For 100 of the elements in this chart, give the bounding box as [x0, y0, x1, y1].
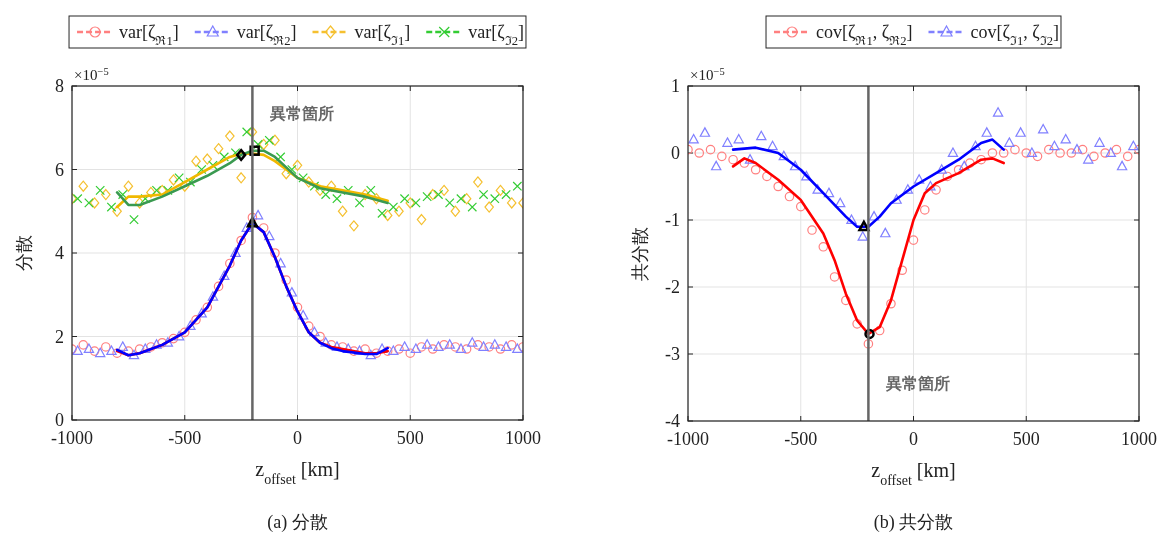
point	[94, 347, 106, 358]
point	[1010, 144, 1020, 155]
point	[750, 164, 761, 175]
point	[235, 148, 247, 161]
point	[101, 342, 111, 352]
point	[467, 337, 478, 347]
point	[450, 205, 461, 217]
y-axis-title: 共分散	[630, 226, 650, 281]
point	[744, 154, 756, 164]
point	[72, 345, 83, 356]
point	[394, 344, 404, 354]
point	[168, 333, 179, 344]
point	[506, 340, 517, 350]
x-tick-label: 1000	[1121, 429, 1157, 449]
point	[174, 173, 184, 183]
x-tick-label: 0	[293, 428, 302, 448]
point	[422, 191, 432, 202]
point	[388, 202, 399, 212]
point	[886, 298, 896, 309]
point	[936, 164, 947, 174]
point	[173, 330, 185, 341]
point	[1049, 140, 1060, 151]
point	[264, 135, 275, 146]
point	[247, 126, 258, 138]
point	[241, 127, 252, 137]
point	[717, 151, 727, 162]
point	[834, 197, 846, 208]
point	[1021, 148, 1032, 158]
point	[252, 209, 264, 220]
point	[874, 325, 885, 336]
x-tick-label: -1000	[51, 428, 93, 448]
point	[756, 130, 767, 141]
point	[101, 188, 111, 201]
point	[456, 193, 466, 204]
point	[309, 326, 320, 337]
point	[478, 341, 489, 351]
point	[123, 180, 134, 192]
point	[388, 345, 399, 356]
point	[236, 235, 246, 246]
y-tick-label: 8	[55, 76, 64, 96]
point	[439, 184, 449, 197]
point	[953, 164, 964, 175]
point	[473, 176, 483, 188]
legend-label: var[ζ$_{ℑ1}$]	[354, 22, 411, 48]
point	[303, 321, 314, 331]
point	[1077, 144, 1088, 155]
point	[264, 230, 275, 241]
point	[1044, 144, 1054, 155]
point	[1128, 140, 1139, 151]
point	[931, 185, 941, 195]
point	[1066, 148, 1077, 158]
point	[84, 198, 94, 208]
legend-label: var[ζ$_{ℜ1}$]	[119, 22, 179, 48]
point	[490, 193, 500, 204]
point	[405, 348, 416, 358]
point	[253, 139, 263, 150]
text: ×10$^{−5}$	[690, 65, 725, 83]
point	[89, 197, 100, 209]
point	[1111, 144, 1122, 155]
point	[219, 152, 230, 162]
point	[1060, 133, 1071, 144]
point	[371, 348, 382, 358]
point	[297, 309, 309, 320]
point	[455, 343, 467, 353]
point	[444, 339, 455, 349]
point	[151, 339, 162, 349]
point	[371, 193, 382, 205]
point	[495, 344, 506, 354]
point	[857, 231, 868, 241]
legend-label: cov[ζ$_{ℜ1}$, ζ$_{ℜ2}$]	[816, 22, 913, 48]
point	[399, 193, 410, 204]
point	[213, 281, 224, 292]
point	[78, 340, 89, 350]
point	[157, 337, 167, 348]
point	[1116, 160, 1128, 171]
point	[500, 341, 512, 351]
point	[433, 341, 444, 351]
point	[897, 265, 908, 276]
point	[354, 198, 365, 208]
text: (b) 共分散	[873, 512, 954, 533]
point	[947, 147, 959, 157]
point	[360, 188, 370, 201]
point	[117, 189, 128, 200]
point	[365, 349, 377, 360]
point	[863, 339, 874, 349]
point	[880, 227, 891, 238]
point	[1083, 154, 1094, 164]
y-tick-label: 0	[55, 410, 64, 430]
text: ×10$^{−5}$	[74, 65, 109, 83]
point	[332, 193, 342, 204]
point	[128, 349, 140, 360]
point	[1094, 137, 1105, 147]
point	[891, 194, 902, 204]
point	[337, 205, 348, 217]
point	[512, 343, 523, 353]
point	[394, 205, 404, 217]
point	[942, 171, 953, 182]
point	[320, 189, 331, 200]
point	[489, 339, 501, 349]
point	[213, 142, 224, 155]
